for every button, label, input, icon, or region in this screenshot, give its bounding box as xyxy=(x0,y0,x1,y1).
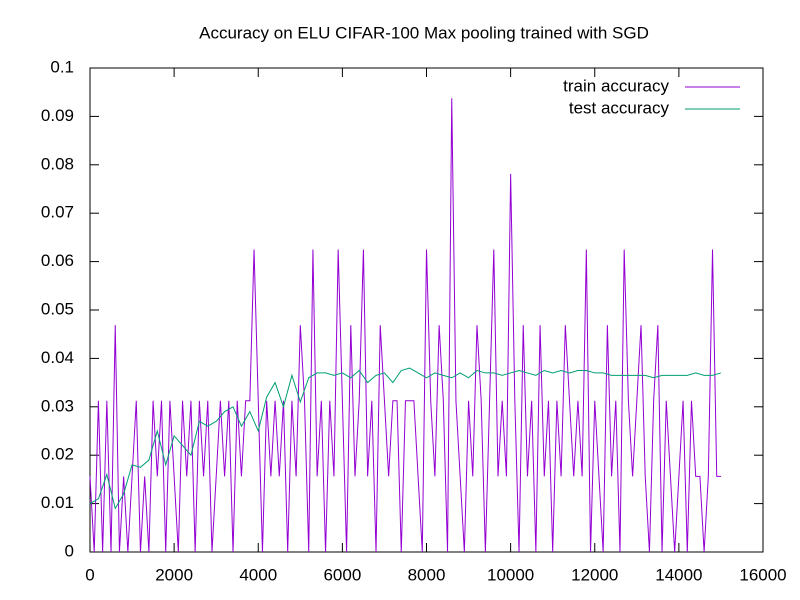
y-tick-label: 0.03 xyxy=(41,396,74,415)
x-tick-label: 10000 xyxy=(487,565,534,584)
y-tick-label: 0 xyxy=(65,541,74,560)
x-tick-label: 8000 xyxy=(408,565,446,584)
y-tick-label: 0.04 xyxy=(41,348,74,367)
y-tick-label: 0.06 xyxy=(41,251,74,270)
x-tick-label: 12000 xyxy=(571,565,618,584)
y-tick-label: 0.1 xyxy=(50,57,74,76)
y-tick-label: 0.07 xyxy=(41,203,74,222)
x-tick-label: 14000 xyxy=(655,565,702,584)
legend-label: train accuracy xyxy=(563,76,669,95)
x-tick-label: 0 xyxy=(85,565,94,584)
x-tick-label: 6000 xyxy=(323,565,361,584)
plot-border xyxy=(89,67,764,553)
data-line xyxy=(89,98,721,553)
y-tick-label: 0.08 xyxy=(41,154,74,173)
y-tick-label: 0.09 xyxy=(41,106,74,125)
legend-label: test accuracy xyxy=(569,98,670,117)
data-line xyxy=(89,367,722,510)
chart-title: Accuracy on ELU CIFAR-100 Max pooling tr… xyxy=(199,23,649,42)
y-tick-label: 0.05 xyxy=(41,299,74,318)
x-tick-label: 2000 xyxy=(155,565,193,584)
x-tick-label: 4000 xyxy=(239,565,277,584)
y-tick-label: 0.01 xyxy=(41,493,74,512)
x-tick-label: 16000 xyxy=(739,565,786,584)
y-tick-label: 0.02 xyxy=(41,445,74,464)
